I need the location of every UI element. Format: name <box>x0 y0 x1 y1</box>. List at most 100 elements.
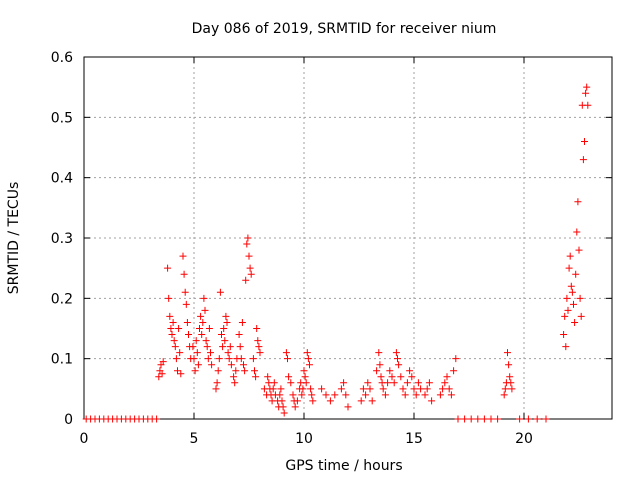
data-point <box>322 391 330 399</box>
data-point <box>247 270 255 278</box>
data-point <box>171 343 179 351</box>
data-point <box>253 325 261 332</box>
data-point <box>399 385 407 393</box>
data-point <box>241 367 249 375</box>
data-point <box>223 318 231 326</box>
data-point <box>170 337 178 345</box>
data-point <box>213 379 221 387</box>
data-point <box>240 361 247 369</box>
data-point <box>331 391 339 399</box>
data-point <box>342 391 350 399</box>
data-point <box>364 379 372 387</box>
data-point <box>452 355 460 363</box>
data-point <box>507 379 515 387</box>
data-point <box>189 343 197 351</box>
data-point <box>235 331 243 339</box>
data-point <box>238 318 246 326</box>
data-point <box>280 409 288 417</box>
data-point <box>216 288 224 296</box>
data-point <box>368 397 376 405</box>
data-point <box>237 355 245 363</box>
data-point <box>224 349 232 357</box>
data-point <box>308 391 316 399</box>
y-tick-label: 0.3 <box>51 231 73 247</box>
data-point <box>439 385 447 393</box>
data-points <box>82 83 592 423</box>
data-point <box>251 367 258 375</box>
data-point <box>542 415 550 423</box>
data-point <box>304 355 312 363</box>
data-point <box>176 349 184 357</box>
data-point <box>501 385 509 393</box>
data-point <box>447 391 455 399</box>
data-point <box>461 415 469 423</box>
data-point <box>204 355 212 363</box>
data-point <box>571 318 579 326</box>
data-point <box>244 234 252 242</box>
data-point <box>381 391 389 399</box>
data-point <box>577 312 585 320</box>
data-point <box>467 415 475 423</box>
data-point <box>436 391 444 399</box>
axis-ticks <box>83 56 612 420</box>
data-point <box>564 306 572 314</box>
data-point <box>181 288 189 296</box>
data-point <box>153 415 161 423</box>
data-point <box>375 349 383 357</box>
data-point <box>220 325 228 332</box>
data-point <box>219 343 227 351</box>
data-point <box>443 373 451 381</box>
data-point <box>201 306 209 314</box>
data-point <box>200 294 208 302</box>
data-point <box>303 349 311 357</box>
data-point <box>180 270 188 278</box>
y-tick-label: 0.4 <box>51 171 73 187</box>
data-point <box>190 355 198 363</box>
data-point <box>194 361 202 369</box>
data-point <box>406 367 414 375</box>
data-point <box>221 337 229 345</box>
data-point <box>300 367 308 375</box>
data-point <box>254 337 262 345</box>
data-point <box>289 391 297 399</box>
data-point <box>284 355 291 363</box>
data-point <box>508 385 516 393</box>
data-point <box>158 370 166 378</box>
data-point <box>388 373 396 381</box>
data-point <box>243 240 251 248</box>
data-point <box>191 367 199 375</box>
data-point <box>202 337 210 345</box>
data-point <box>278 397 286 405</box>
data-point <box>583 83 591 91</box>
data-point <box>568 288 576 296</box>
data-point <box>167 325 175 332</box>
x-tick-label: 10 <box>295 431 313 447</box>
data-point <box>394 355 401 363</box>
data-point <box>428 397 436 405</box>
data-point <box>264 373 272 381</box>
data-point <box>214 367 222 375</box>
y-tick-label: 0.1 <box>51 352 73 368</box>
data-point <box>395 361 403 369</box>
data-point <box>575 246 583 254</box>
x-tick-label: 20 <box>515 431 533 447</box>
data-point <box>231 379 239 387</box>
data-point <box>242 276 250 284</box>
data-point <box>480 415 488 423</box>
data-point <box>386 367 394 375</box>
data-point <box>165 294 173 302</box>
data-point <box>401 391 409 399</box>
data-point <box>565 264 573 272</box>
data-point <box>232 367 240 375</box>
data-point <box>376 361 384 369</box>
data-point <box>423 385 431 393</box>
x-tick-label: 0 <box>80 431 89 447</box>
data-point <box>397 373 405 381</box>
data-point <box>276 391 284 399</box>
data-point <box>377 373 385 381</box>
data-point <box>198 331 206 339</box>
data-point <box>164 264 172 272</box>
data-point <box>222 312 230 320</box>
y-tick-label: 0.2 <box>51 291 73 307</box>
data-point <box>506 373 514 381</box>
